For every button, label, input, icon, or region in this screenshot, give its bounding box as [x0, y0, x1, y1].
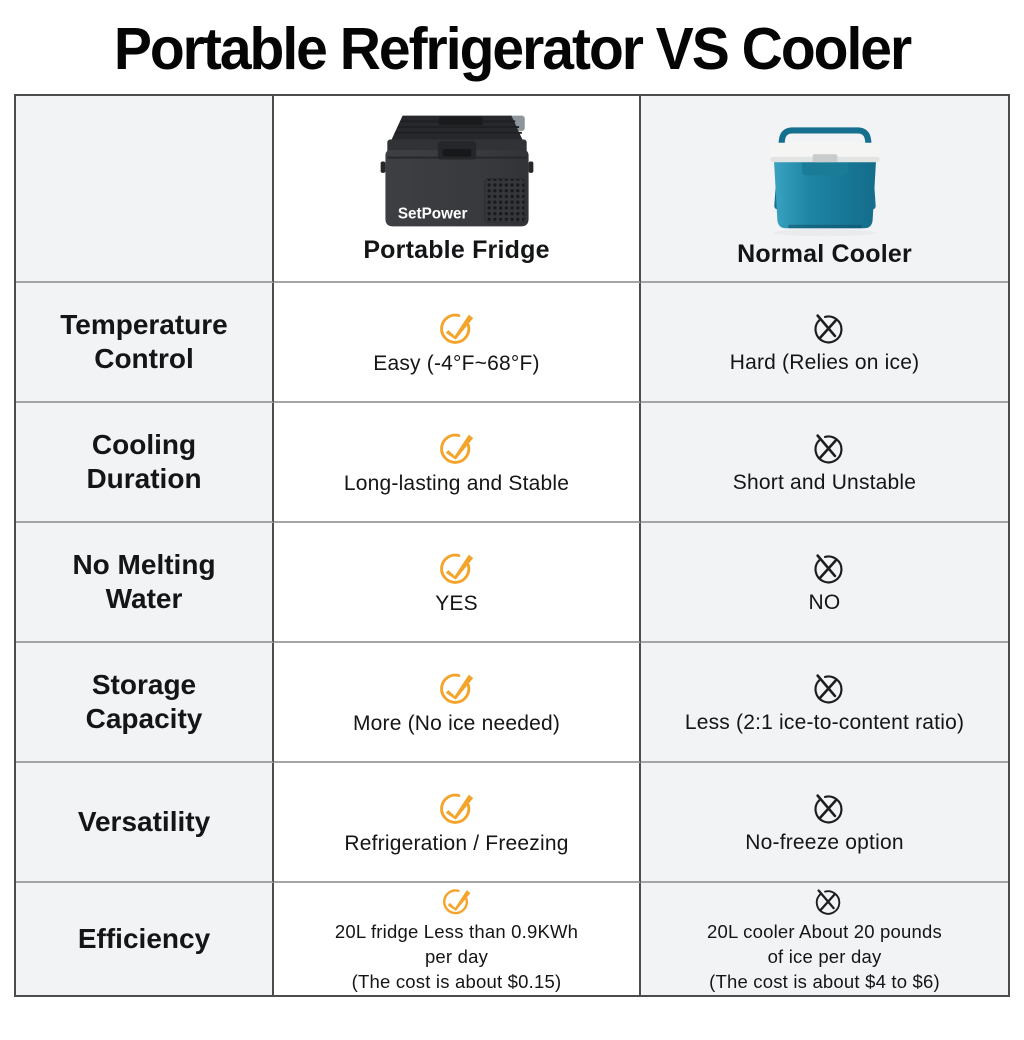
fridge-value-cell: More (No ice needed): [274, 643, 641, 763]
cross-circle-icon: [813, 434, 843, 465]
cooler-value-text: NO: [808, 591, 841, 615]
comparison-infographic: Portable Refrigerator VS Cooler: [0, 16, 1024, 997]
fridge-column-label: Portable Fridge: [363, 236, 550, 264]
check-circle-icon: [439, 313, 475, 345]
fridge-value-text: More (No ice needed): [352, 712, 561, 736]
cooler-value-text: Short and Unstable: [732, 471, 917, 495]
table-row: Storage Capacity More (No ice needed) Le…: [16, 643, 1008, 763]
header-empty-cell: [16, 96, 274, 283]
table-row: Cooling Duration Long-lasting and Stable…: [16, 403, 1008, 523]
cooler-value-text: Hard (Relies on ice): [729, 351, 920, 375]
feature-cell: Cooling Duration: [16, 403, 274, 523]
check-circle-icon: [442, 888, 472, 915]
header-cooler-cell: Normal Cooler: [641, 96, 1008, 283]
fridge-value-cell: YES: [274, 523, 641, 643]
normal-cooler-image: [769, 127, 880, 237]
cooler-value-text: No-freeze option: [745, 831, 904, 855]
cooler-value-text: 20L cooler About 20 pounds of ice per da…: [699, 920, 950, 995]
cooler-value-cell: NO: [641, 523, 1008, 643]
cooler-value-text: Less (2:1 ice-to-content ratio): [684, 711, 965, 735]
cross-circle-icon: [815, 889, 840, 915]
fridge-value-cell: Easy (-4°F~68°F): [274, 283, 641, 403]
fridge-value-cell: 20L fridge Less than 0.9KWh per day (The…: [274, 883, 641, 995]
cooler-efficiency-line: (The cost is about $4 to $6): [709, 971, 940, 993]
fridge-value-text: YES: [435, 592, 478, 616]
fridge-value-cell: Refrigeration / Freezing: [274, 763, 641, 883]
cooler-value-cell: Hard (Relies on ice): [641, 283, 1008, 403]
fridge-value-text: Refrigeration / Freezing: [344, 832, 569, 856]
cooler-column-label: Normal Cooler: [737, 240, 912, 268]
fridge-brand-label: SetPower: [397, 206, 467, 223]
fridge-efficiency-line: per day: [424, 946, 489, 968]
cross-circle-icon: [813, 554, 843, 585]
table-row: Temperature Control Easy (-4°F~68°F) Har…: [16, 283, 1008, 403]
portable-fridge-image: SetPower: [380, 115, 533, 227]
fridge-value-text: Long-lasting and Stable: [343, 472, 570, 496]
page-title: Portable Refrigerator VS Cooler: [113, 15, 912, 83]
check-circle-icon: [439, 553, 475, 585]
feature-label: Versatility: [77, 805, 211, 837]
cooler-efficiency-line: of ice per day: [767, 946, 882, 968]
check-circle-icon: [439, 433, 475, 465]
cross-circle-icon: [813, 314, 843, 345]
feature-cell: Temperature Control: [16, 283, 274, 403]
feature-cell: Versatility: [16, 763, 274, 883]
feature-label: Temperature Control: [60, 308, 228, 374]
fridge-value-text: Easy (-4°F~68°F): [373, 352, 540, 376]
cooler-value-cell: Less (2:1 ice-to-content ratio): [641, 643, 1008, 763]
fridge-value-cell: Long-lasting and Stable: [274, 403, 641, 523]
table-row: Efficiency 20L fridge Less than 0.9KWh p…: [16, 883, 1008, 995]
cooler-value-cell: 20L cooler About 20 pounds of ice per da…: [641, 883, 1008, 995]
feature-label: No Melting Water: [72, 548, 216, 614]
header-fridge-cell: SetPower Portable Fridge: [274, 96, 641, 283]
cross-circle-icon: [813, 794, 843, 825]
feature-label: Cooling Duration: [86, 428, 202, 494]
feature-label: Storage Capacity: [85, 668, 203, 734]
fridge-efficiency-line: 20L fridge Less than 0.9KWh: [334, 921, 579, 943]
table-row: Versatility Refrigeration / Freezing No-…: [16, 763, 1008, 883]
feature-cell: No Melting Water: [16, 523, 274, 643]
cooler-efficiency-line: 20L cooler About 20 pounds: [707, 921, 942, 943]
check-circle-icon: [439, 793, 475, 825]
comparison-table: SetPower Portable Fridge Normal Cooler: [14, 94, 1010, 997]
cooler-value-cell: Short and Unstable: [641, 403, 1008, 523]
cooler-value-cell: No-freeze option: [641, 763, 1008, 883]
feature-label: Efficiency: [77, 922, 211, 954]
table-row: No Melting Water YES NO: [16, 523, 1008, 643]
table-header-row: SetPower Portable Fridge Normal Cooler: [16, 96, 1008, 283]
feature-cell: Efficiency: [16, 883, 274, 995]
feature-cell: Storage Capacity: [16, 643, 274, 763]
fridge-efficiency-line: (The cost is about $0.15): [351, 971, 562, 993]
check-circle-icon: [439, 673, 475, 705]
cross-circle-icon: [813, 674, 843, 705]
fridge-value-text: 20L fridge Less than 0.9KWh per day (The…: [327, 920, 586, 995]
